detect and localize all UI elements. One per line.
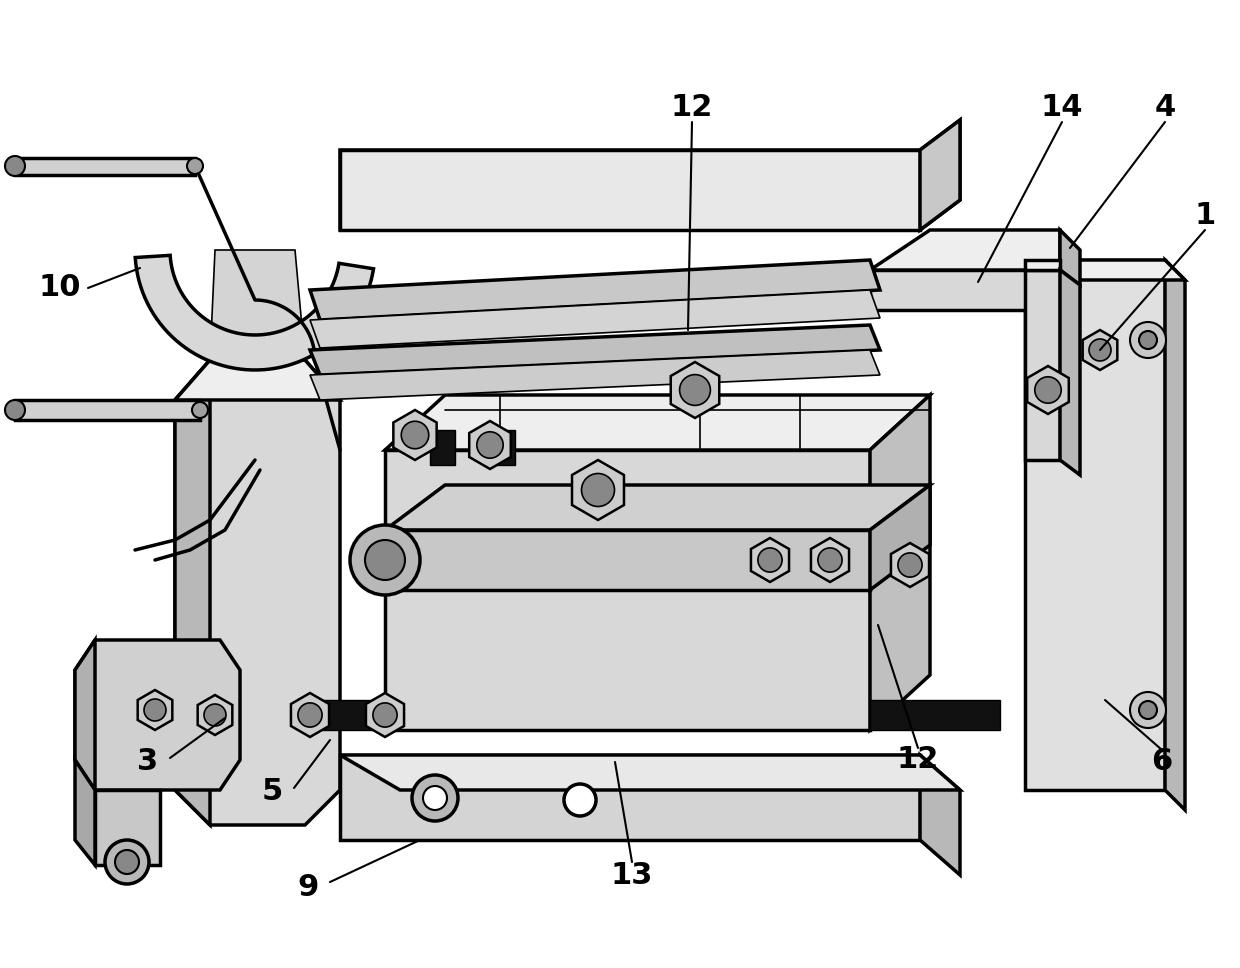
Polygon shape — [197, 695, 232, 735]
Polygon shape — [95, 790, 160, 865]
Text: 13: 13 — [611, 861, 653, 890]
Polygon shape — [340, 755, 960, 790]
Circle shape — [205, 704, 226, 726]
Circle shape — [5, 156, 25, 176]
Circle shape — [758, 548, 782, 572]
Polygon shape — [1025, 260, 1060, 270]
Text: 4: 4 — [1154, 94, 1176, 123]
Text: 6: 6 — [1152, 747, 1173, 776]
Polygon shape — [340, 120, 960, 230]
Circle shape — [564, 784, 596, 816]
Circle shape — [1089, 339, 1111, 361]
Polygon shape — [430, 430, 455, 465]
Circle shape — [105, 840, 149, 884]
Polygon shape — [175, 360, 210, 825]
Circle shape — [1130, 692, 1166, 728]
Polygon shape — [892, 543, 929, 587]
Polygon shape — [310, 350, 880, 400]
Polygon shape — [1025, 260, 1185, 280]
Polygon shape — [138, 690, 172, 730]
Circle shape — [144, 699, 166, 721]
Circle shape — [1130, 322, 1166, 358]
Circle shape — [402, 421, 429, 449]
Text: 9: 9 — [298, 873, 319, 902]
Polygon shape — [1025, 270, 1060, 460]
Circle shape — [898, 553, 923, 577]
Polygon shape — [340, 150, 920, 230]
Polygon shape — [469, 421, 511, 469]
Circle shape — [680, 375, 711, 406]
Circle shape — [5, 400, 25, 420]
Circle shape — [1140, 701, 1157, 719]
Polygon shape — [811, 538, 849, 582]
Circle shape — [412, 775, 458, 821]
Polygon shape — [384, 395, 930, 450]
Polygon shape — [384, 510, 930, 560]
Polygon shape — [1060, 270, 1080, 475]
Polygon shape — [310, 290, 880, 348]
Polygon shape — [384, 485, 930, 530]
Polygon shape — [1083, 330, 1117, 370]
Polygon shape — [1027, 366, 1069, 414]
Circle shape — [1140, 331, 1157, 349]
Polygon shape — [310, 260, 880, 320]
Polygon shape — [310, 700, 384, 730]
Polygon shape — [490, 430, 515, 465]
Circle shape — [373, 703, 397, 727]
Polygon shape — [384, 490, 930, 540]
Text: 12: 12 — [671, 94, 713, 123]
Polygon shape — [920, 120, 960, 230]
Polygon shape — [175, 360, 340, 825]
Polygon shape — [340, 755, 920, 840]
Polygon shape — [572, 460, 624, 520]
Polygon shape — [74, 640, 95, 790]
Polygon shape — [15, 158, 195, 175]
Circle shape — [350, 525, 420, 595]
Polygon shape — [870, 700, 999, 730]
Polygon shape — [175, 360, 340, 400]
Text: 12: 12 — [897, 745, 939, 774]
Polygon shape — [74, 760, 95, 865]
Polygon shape — [870, 230, 1060, 270]
Text: 3: 3 — [138, 747, 159, 776]
Polygon shape — [751, 538, 789, 582]
Polygon shape — [135, 256, 373, 370]
Circle shape — [477, 432, 503, 458]
Polygon shape — [920, 755, 960, 875]
Circle shape — [582, 473, 615, 506]
Polygon shape — [393, 410, 436, 460]
Polygon shape — [74, 640, 241, 790]
Circle shape — [423, 786, 446, 810]
Text: 5: 5 — [262, 777, 283, 806]
Polygon shape — [366, 693, 404, 737]
Polygon shape — [15, 400, 200, 420]
Polygon shape — [291, 693, 329, 737]
Circle shape — [365, 540, 405, 580]
Polygon shape — [870, 485, 930, 590]
Circle shape — [1035, 377, 1061, 404]
Text: 10: 10 — [38, 274, 82, 302]
Polygon shape — [1166, 260, 1185, 810]
Polygon shape — [671, 362, 719, 418]
Polygon shape — [210, 250, 305, 360]
Text: 1: 1 — [1194, 200, 1215, 229]
Circle shape — [192, 402, 208, 418]
Polygon shape — [1025, 260, 1166, 790]
Circle shape — [115, 850, 139, 874]
Polygon shape — [1060, 230, 1080, 285]
Circle shape — [818, 548, 842, 572]
Polygon shape — [870, 395, 930, 730]
Polygon shape — [384, 530, 870, 590]
Circle shape — [298, 703, 322, 727]
Polygon shape — [310, 325, 880, 375]
Polygon shape — [384, 450, 870, 730]
Circle shape — [187, 158, 203, 174]
Text: 14: 14 — [1040, 94, 1084, 123]
Polygon shape — [870, 270, 1060, 310]
